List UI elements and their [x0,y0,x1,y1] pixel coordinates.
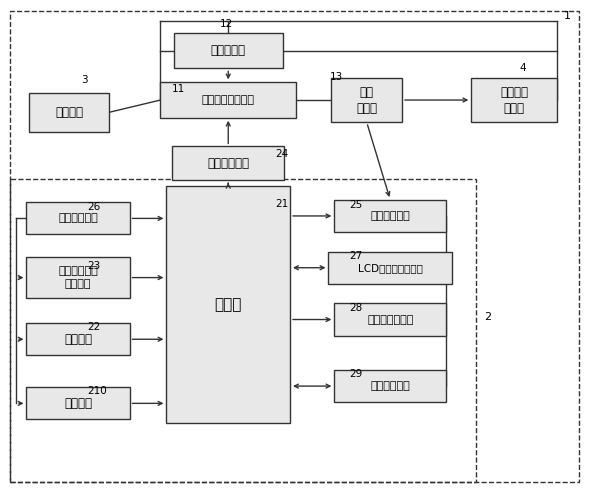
Bar [334,304,446,336]
Text: 脉冲触发电路: 脉冲触发电路 [207,157,249,170]
Text: LCD显示及键盘电路: LCD显示及键盘电路 [358,263,423,273]
Bar [329,251,452,284]
Text: 2: 2 [484,312,492,322]
Text: 电流检测电路: 电流检测电路 [371,211,410,221]
Text: 12: 12 [220,18,233,28]
Text: 29: 29 [349,369,362,379]
Bar [173,33,283,68]
Text: 27: 27 [349,251,362,261]
Text: 4: 4 [520,63,526,73]
Text: 25: 25 [349,199,362,209]
Text: 13: 13 [330,72,343,82]
Bar [30,93,109,132]
Text: 26: 26 [87,201,100,211]
Text: 电压检测电路: 电压检测电路 [58,213,98,223]
Text: 单片机: 单片机 [214,297,242,312]
Text: 1: 1 [564,11,571,21]
Bar [27,387,130,420]
Text: 三相反并联晶闸管: 三相反并联晶闸管 [202,95,255,105]
Text: 22: 22 [87,322,100,332]
Text: 状态输出电路: 状态输出电路 [371,381,410,391]
Text: 3: 3 [81,75,88,85]
Text: 保护电路: 保护电路 [64,397,92,410]
Text: 28: 28 [349,303,362,313]
Text: 电压同步信号
检测电路: 电压同步信号 检测电路 [58,266,98,289]
Bar [10,179,476,482]
Text: 24: 24 [275,149,289,159]
Bar [166,186,290,423]
Bar [160,82,296,118]
Text: 11: 11 [172,84,185,94]
Bar [172,146,284,180]
Text: 三相异步
电动机: 三相异步 电动机 [500,85,528,115]
Text: 电源电路: 电源电路 [64,333,92,346]
Text: 21: 21 [275,198,289,208]
Text: 三相电源: 三相电源 [55,106,83,119]
Bar [332,78,402,122]
Bar [27,323,130,355]
Text: 23: 23 [87,261,100,271]
Text: 旁通接触器: 旁通接触器 [211,44,246,57]
Text: 控制器检测电路: 控制器检测电路 [367,314,413,324]
Text: 电流
互感器: 电流 互感器 [356,85,377,115]
Bar [334,370,446,402]
Bar [334,200,446,232]
Text: 210: 210 [87,386,107,396]
Bar [471,78,556,122]
Bar [27,257,130,298]
Bar [27,202,130,235]
